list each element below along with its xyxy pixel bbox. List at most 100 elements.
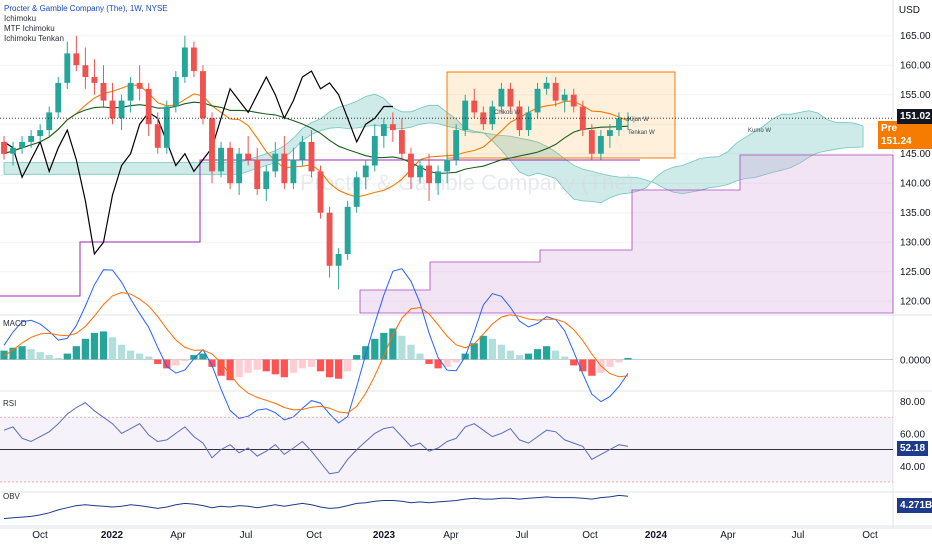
macd-histogram-bar bbox=[298, 359, 307, 369]
pre-value: 151.24 bbox=[881, 136, 912, 147]
currency-label: USD bbox=[898, 5, 920, 16]
macd-histogram-bar bbox=[289, 359, 298, 373]
macd-histogram-bar bbox=[54, 358, 62, 360]
candle-body bbox=[28, 136, 35, 142]
rsi-line bbox=[3, 402, 629, 475]
candle-body bbox=[335, 254, 342, 266]
candle-body bbox=[227, 147, 234, 184]
candle-body bbox=[136, 82, 143, 89]
macd-histogram-bar bbox=[588, 359, 596, 376]
candle-body bbox=[489, 106, 496, 125]
macd-histogram-bar bbox=[172, 359, 180, 366]
macd-histogram-bar bbox=[542, 346, 551, 360]
time-tick-label: 2023 bbox=[373, 530, 396, 541]
candle-body bbox=[154, 124, 161, 148]
macd-title[interactable]: MACD bbox=[3, 319, 27, 328]
indicator-mtf-ichimoku[interactable]: MTF Ichimoku bbox=[4, 24, 55, 33]
macd-histogram-bar bbox=[136, 353, 144, 360]
indicator-ichimoku-tenkan[interactable]: Ichimoku Tenkan bbox=[4, 34, 64, 43]
macd-histogram-bar bbox=[579, 359, 587, 372]
candle-body bbox=[91, 77, 98, 83]
macd-histogram-bar bbox=[108, 337, 117, 360]
macd-histogram-bar bbox=[90, 332, 99, 360]
candle-body bbox=[118, 100, 125, 119]
candle-body bbox=[507, 88, 514, 107]
candle-body bbox=[245, 153, 252, 160]
candle-body bbox=[435, 171, 442, 184]
candle-body bbox=[534, 88, 541, 113]
macd-histogram-bar bbox=[470, 343, 478, 360]
macd-histogram-bar bbox=[0, 350, 8, 360]
candle-body bbox=[444, 159, 451, 172]
macd-histogram-bar bbox=[307, 359, 316, 367]
candle-body bbox=[616, 118, 622, 131]
macd-histogram-bar bbox=[45, 355, 53, 360]
time-tick-label: Oct bbox=[862, 530, 878, 541]
price-tick-label: 165.00 bbox=[900, 31, 931, 42]
macd-histogram-bar bbox=[488, 338, 496, 360]
candle-body bbox=[46, 112, 53, 131]
macd-histogram-bar bbox=[190, 355, 198, 360]
macd-histogram-bar bbox=[334, 359, 343, 379]
time-tick-label: Oct bbox=[32, 530, 48, 541]
rsi-tick-label: 40.00 bbox=[900, 462, 925, 473]
time-tick-label: Oct bbox=[582, 530, 598, 541]
price-tick-label: 120.00 bbox=[900, 297, 931, 308]
macd-histogram-bar bbox=[434, 359, 442, 369]
time-tick-label: Apr bbox=[720, 530, 736, 541]
price-tick-label: 130.00 bbox=[900, 238, 931, 249]
rsi-title[interactable]: RSI bbox=[3, 399, 17, 408]
candle-body bbox=[100, 82, 107, 101]
macd-histogram-bar bbox=[181, 359, 189, 361]
time-tick-label: Apr bbox=[170, 530, 186, 541]
macd-histogram-bar bbox=[154, 359, 162, 364]
macd-histogram-bar bbox=[524, 353, 533, 360]
candle-body bbox=[362, 165, 369, 178]
time-tick-label: Oct bbox=[306, 530, 322, 541]
candle-body bbox=[163, 106, 170, 148]
candle-body bbox=[543, 82, 550, 89]
macd-histogram-bar bbox=[126, 350, 135, 360]
macd-histogram-bar bbox=[398, 335, 406, 360]
candle-body bbox=[218, 147, 224, 172]
indicator-ichimoku[interactable]: Ichimoku bbox=[4, 14, 37, 23]
kijun-line bbox=[3, 101, 629, 174]
macd-histogram-bar bbox=[452, 359, 460, 363]
candle-body bbox=[209, 118, 215, 172]
price-tick-label: 135.00 bbox=[900, 208, 931, 219]
price-tick-label: 145.00 bbox=[900, 149, 931, 160]
macd-histogram-bar bbox=[316, 359, 325, 372]
macd-histogram-bar bbox=[389, 328, 397, 360]
macd-histogram-bar bbox=[407, 344, 415, 360]
macd-histogram-bar bbox=[253, 359, 261, 370]
time-tick-label: Jul bbox=[516, 530, 529, 541]
macd-histogram-bar bbox=[479, 335, 487, 360]
macd-histogram-bar bbox=[63, 353, 71, 360]
pre-label: Pre bbox=[881, 123, 898, 134]
macd-histogram-bar bbox=[72, 346, 80, 360]
mtf-cloud bbox=[359, 154, 894, 314]
macd-histogram-bar bbox=[208, 359, 216, 367]
candle-body bbox=[389, 124, 396, 131]
candle-body bbox=[471, 100, 478, 113]
macd-histogram-bar bbox=[552, 350, 560, 360]
candle-body bbox=[326, 212, 333, 266]
macd-line bbox=[3, 268, 629, 424]
time-tick-label: Jul bbox=[240, 530, 253, 541]
candle-body bbox=[417, 165, 423, 178]
price-tick-label: 160.00 bbox=[900, 61, 931, 72]
chart-legend: Procter & Gamble Company (The), 1W, NYSE… bbox=[4, 4, 168, 44]
macd-histogram-bar bbox=[235, 359, 243, 378]
obv-title[interactable]: OBV bbox=[3, 492, 20, 501]
symbol-title[interactable]: Procter & Gamble Company (The), 1W, NYSE bbox=[4, 4, 168, 13]
macd-signal-line bbox=[3, 291, 629, 414]
last-price-tag: 151.02 bbox=[897, 109, 932, 124]
candle-body bbox=[200, 71, 206, 119]
macd-histogram-bar bbox=[506, 350, 515, 360]
line-label-chikou: Chikou W bbox=[494, 110, 520, 116]
candle-body bbox=[290, 159, 297, 184]
macd-histogram-bar bbox=[27, 349, 35, 360]
candle-body bbox=[19, 141, 26, 148]
macd-histogram-bar bbox=[226, 359, 234, 381]
